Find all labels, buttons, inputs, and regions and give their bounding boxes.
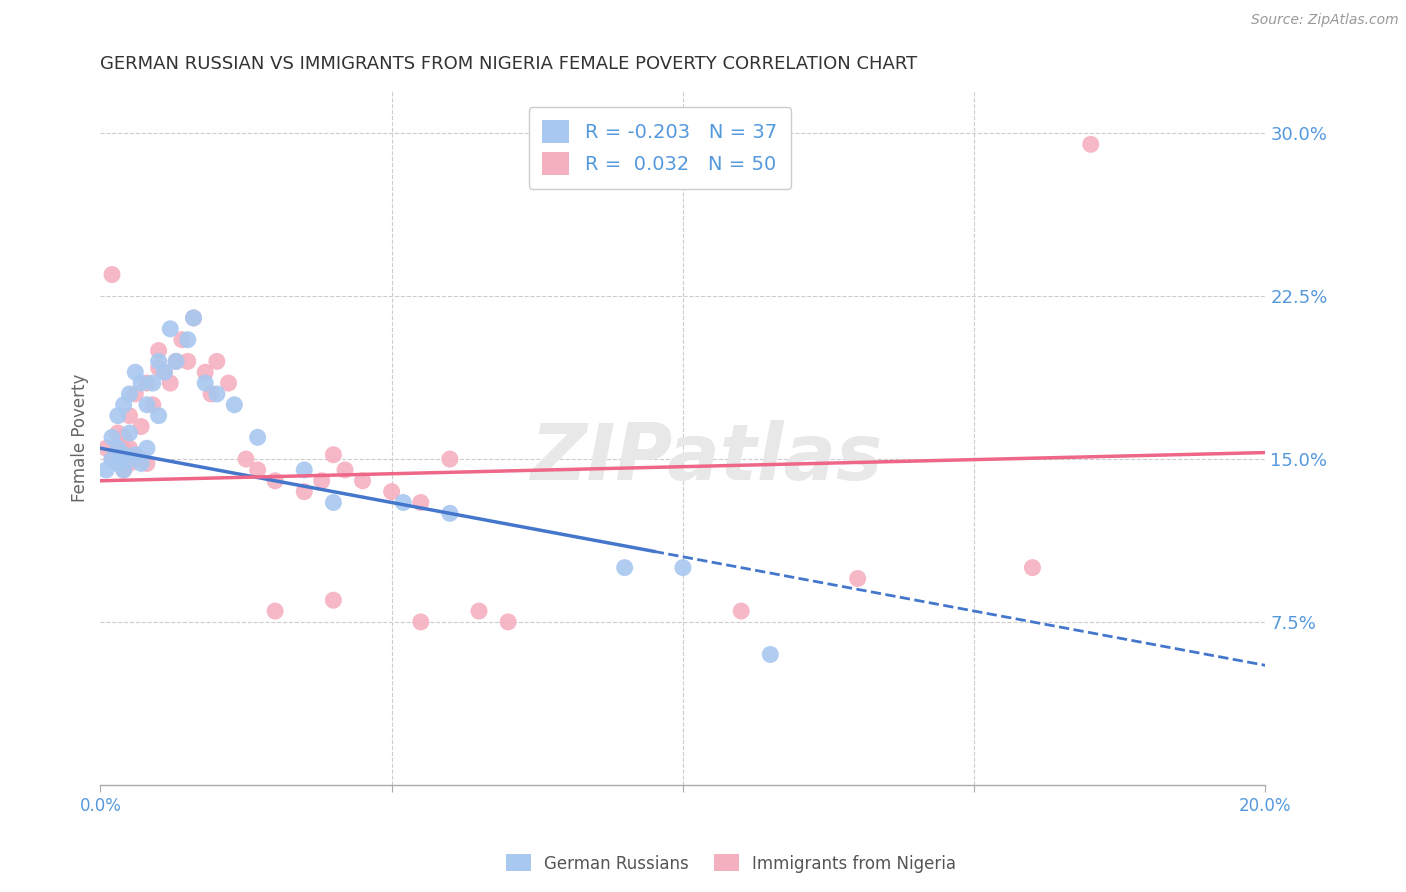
Point xyxy=(165,354,187,368)
Point xyxy=(205,354,228,368)
Point xyxy=(159,376,181,390)
Point xyxy=(148,409,170,423)
Point xyxy=(118,457,141,471)
Point xyxy=(136,398,159,412)
Point xyxy=(439,452,461,467)
Point xyxy=(224,398,246,412)
Point xyxy=(439,507,461,521)
Point xyxy=(112,398,135,412)
Point xyxy=(129,452,152,467)
Point xyxy=(112,463,135,477)
Legend: R = -0.203   N = 37, R =  0.032   N = 50: R = -0.203 N = 37, R = 0.032 N = 50 xyxy=(529,107,790,188)
Text: ZIPatlas: ZIPatlas xyxy=(530,420,883,496)
Point xyxy=(264,474,287,488)
Point xyxy=(107,457,129,471)
Point xyxy=(129,419,152,434)
Point xyxy=(218,376,240,390)
Point xyxy=(101,268,124,282)
Point xyxy=(101,452,124,467)
Point xyxy=(292,484,315,499)
Point xyxy=(246,430,269,444)
Point xyxy=(170,333,193,347)
Point xyxy=(124,448,146,462)
Point xyxy=(124,365,146,379)
Point xyxy=(322,593,344,607)
Point xyxy=(129,457,152,471)
Point xyxy=(107,425,129,440)
Point xyxy=(352,474,374,488)
Point xyxy=(322,495,344,509)
Point xyxy=(311,474,333,488)
Point xyxy=(496,615,519,629)
Point xyxy=(118,409,141,423)
Point xyxy=(136,441,159,455)
Point xyxy=(165,354,187,368)
Point xyxy=(205,387,228,401)
Point xyxy=(124,448,146,462)
Point xyxy=(148,360,170,375)
Point xyxy=(409,495,432,509)
Point xyxy=(846,572,869,586)
Point xyxy=(148,354,170,368)
Point xyxy=(136,376,159,390)
Point xyxy=(1080,137,1102,152)
Point xyxy=(142,398,165,412)
Point xyxy=(468,604,491,618)
Point xyxy=(381,484,404,499)
Point xyxy=(183,310,205,325)
Text: Source: ZipAtlas.com: Source: ZipAtlas.com xyxy=(1251,13,1399,28)
Legend: German Russians, Immigrants from Nigeria: German Russians, Immigrants from Nigeria xyxy=(499,847,963,880)
Point xyxy=(118,452,141,467)
Text: GERMAN RUSSIAN VS IMMIGRANTS FROM NIGERIA FEMALE POVERTY CORRELATION CHART: GERMAN RUSSIAN VS IMMIGRANTS FROM NIGERI… xyxy=(100,55,918,73)
Point xyxy=(759,648,782,662)
Point xyxy=(101,452,124,467)
Point xyxy=(118,387,141,401)
Point xyxy=(96,441,118,455)
Point xyxy=(194,376,217,390)
Point xyxy=(118,425,141,440)
Point xyxy=(392,495,415,509)
Point xyxy=(235,452,257,467)
Point xyxy=(292,463,315,477)
Point xyxy=(177,333,200,347)
Point xyxy=(96,463,118,477)
Point xyxy=(112,448,135,462)
Point xyxy=(333,463,356,477)
Point xyxy=(1021,560,1043,574)
Point xyxy=(107,441,129,455)
Point xyxy=(107,457,129,471)
Point xyxy=(409,615,432,629)
Point xyxy=(730,604,752,618)
Point xyxy=(183,310,205,325)
Point xyxy=(112,430,135,444)
Point xyxy=(159,322,181,336)
Point xyxy=(177,354,200,368)
Point xyxy=(246,463,269,477)
Point xyxy=(613,560,636,574)
Point xyxy=(112,463,135,477)
Point xyxy=(142,376,165,390)
Point xyxy=(148,343,170,358)
Point xyxy=(153,365,176,379)
Point xyxy=(101,430,124,444)
Point xyxy=(194,365,217,379)
Point xyxy=(322,448,344,462)
Point xyxy=(672,560,695,574)
Point xyxy=(129,376,152,390)
Y-axis label: Female Poverty: Female Poverty xyxy=(72,373,89,501)
Point xyxy=(112,441,135,455)
Point xyxy=(264,604,287,618)
Point xyxy=(153,365,176,379)
Point xyxy=(200,387,222,401)
Point xyxy=(118,441,141,455)
Point xyxy=(124,387,146,401)
Point xyxy=(107,409,129,423)
Point xyxy=(136,457,159,471)
